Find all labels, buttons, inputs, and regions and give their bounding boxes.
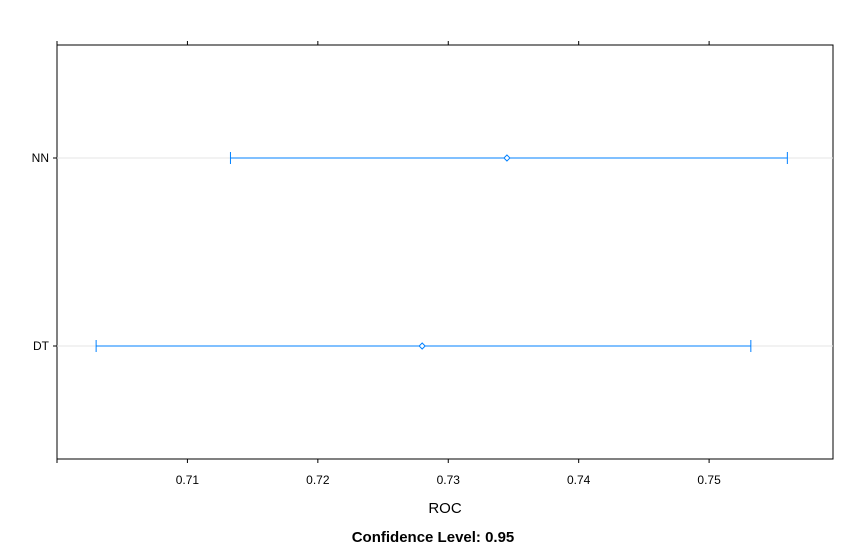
y-tick-label-nn: NN: [32, 151, 49, 165]
confidence-intervals: [95, 152, 788, 352]
x-tick-label: 0.73: [437, 473, 461, 487]
plot-panel: [56, 44, 834, 460]
y-axis: NN DT: [32, 151, 57, 353]
x-tick-label: 0.74: [567, 473, 591, 487]
estimate-point-dt: [418, 342, 426, 350]
x-axis-title: ROC: [428, 500, 462, 517]
y-tick-label-dt: DT: [33, 339, 50, 353]
top-axis-ticks: [56, 41, 710, 45]
x-tick-label: 0.71: [176, 473, 200, 487]
estimate-point-nn: [503, 154, 511, 162]
bottom-axis-ticks: 0.71 0.72 0.73 0.74 0.75: [56, 459, 721, 487]
x-tick-label: 0.75: [697, 473, 721, 487]
x-tick-label: 0.72: [306, 473, 330, 487]
confidence-level-caption: Confidence Level: 0.95: [352, 529, 515, 546]
